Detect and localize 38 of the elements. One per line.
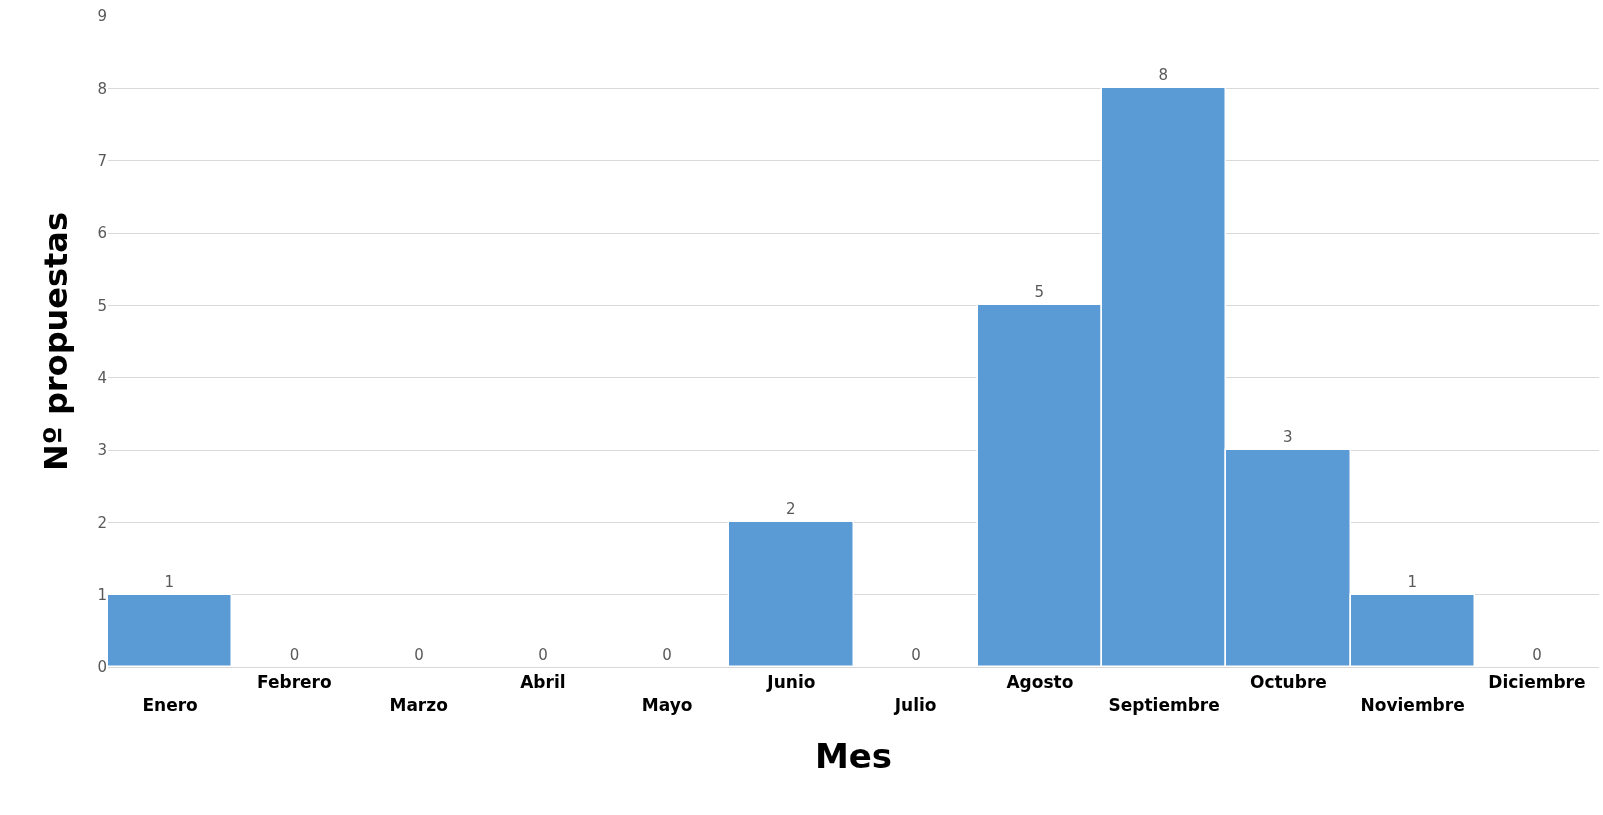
data-label: 0 (538, 646, 548, 664)
bar (727, 520, 854, 667)
y-tick-label: 5 (97, 296, 107, 315)
x-tick-label: Abril (520, 672, 566, 693)
y-tick-label: 0 (97, 658, 107, 677)
data-label: 0 (911, 646, 921, 664)
y-tick-label: 7 (97, 151, 107, 170)
y-tick-label: 9 (97, 7, 107, 26)
data-label: 0 (1532, 646, 1542, 664)
bar (108, 593, 232, 667)
x-tick-label: Diciembre (1488, 672, 1586, 693)
data-label: 1 (1407, 573, 1418, 592)
x-tick-label: Febrero (257, 672, 332, 693)
x-tick-label: Septiembre (1108, 694, 1220, 715)
y-tick-label: 3 (97, 441, 107, 460)
x-axis-title: Mes (814, 735, 893, 776)
x-tick-label: Julio (893, 694, 937, 715)
y-tick-label: 4 (97, 368, 107, 387)
data-label: 1 (164, 573, 175, 592)
y-tick-label: 1 (97, 585, 107, 604)
x-tick-label: Marzo (389, 694, 448, 715)
x-tick-label: Octubre (1249, 672, 1327, 693)
data-label: 0 (414, 646, 424, 664)
data-label: 0 (662, 646, 672, 664)
x-tick-label: Junio (766, 672, 816, 693)
data-label: 8 (1158, 66, 1169, 85)
x-tick-label: Enero (142, 694, 198, 715)
data-label: 3 (1282, 428, 1293, 447)
data-label: 5 (1034, 283, 1045, 302)
y-tick-label: 8 (97, 79, 107, 98)
data-label: 2 (785, 500, 796, 519)
x-tick-label: Agosto (1006, 672, 1074, 693)
x-tick-label: Mayo (641, 694, 693, 715)
y-axis-title: Nº propuestas (36, 211, 75, 472)
y-tick-label: 6 (97, 224, 107, 243)
x-tick-label: Noviembre (1360, 694, 1465, 715)
data-label: 0 (289, 646, 300, 664)
y-tick-label: 2 (97, 513, 107, 532)
